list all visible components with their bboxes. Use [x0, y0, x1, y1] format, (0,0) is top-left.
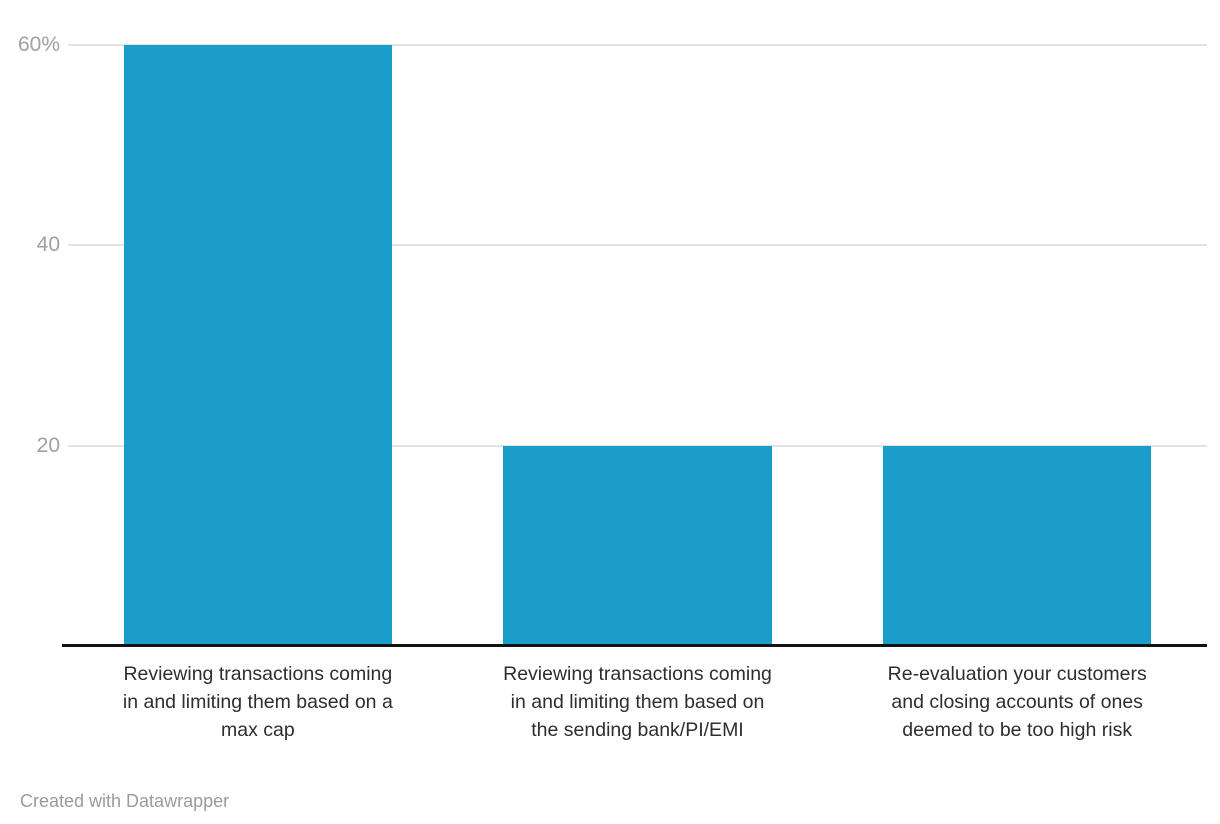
x-axis-label-line: in and limiting them based on [510, 691, 765, 713]
x-axis-label-line: Reviewing transactions coming [123, 663, 393, 685]
x-axis-label-line: Reviewing transactions coming [503, 663, 772, 685]
bar-column [827, 445, 1207, 646]
x-axis-label: Re-evaluation your customers and closing … [827, 660, 1207, 744]
bar-column [68, 45, 448, 646]
x-axis-labels: Reviewing transactions coming in and limi… [68, 660, 1207, 744]
y-tick-label: 60% [17, 33, 60, 56]
gridline [68, 244, 1207, 247]
bar [503, 445, 772, 646]
gridline [68, 44, 1207, 46]
y-tick-label: 40 [36, 233, 60, 257]
x-axis-label-line: the sending bank/PI/EMI [531, 719, 744, 741]
y-tick-label: 20 [36, 433, 60, 457]
x-axis-label-line: deemed to be too high risk [902, 719, 1133, 741]
x-axis-label-line: in and limiting them based on a [122, 691, 393, 713]
x-axis-label: Reviewing transactions coming in and limi… [448, 660, 828, 744]
x-axis-label-line: Re-evaluation your customers [887, 663, 1147, 685]
datawrapper-credit: Created with Datawrapper [20, 791, 230, 811]
x-axis-label-line: max cap [220, 719, 295, 741]
x-axis-label-line: and closing accounts of ones [891, 691, 1143, 713]
bar [123, 45, 392, 646]
x-axis-line [62, 644, 1207, 647]
plot-area [68, 0, 1207, 646]
bar-column [448, 445, 828, 646]
bar [883, 445, 1152, 646]
x-axis-label: Reviewing transactions coming in and limi… [68, 660, 448, 744]
y-axis: 20 40 60% [0, 0, 60, 646]
